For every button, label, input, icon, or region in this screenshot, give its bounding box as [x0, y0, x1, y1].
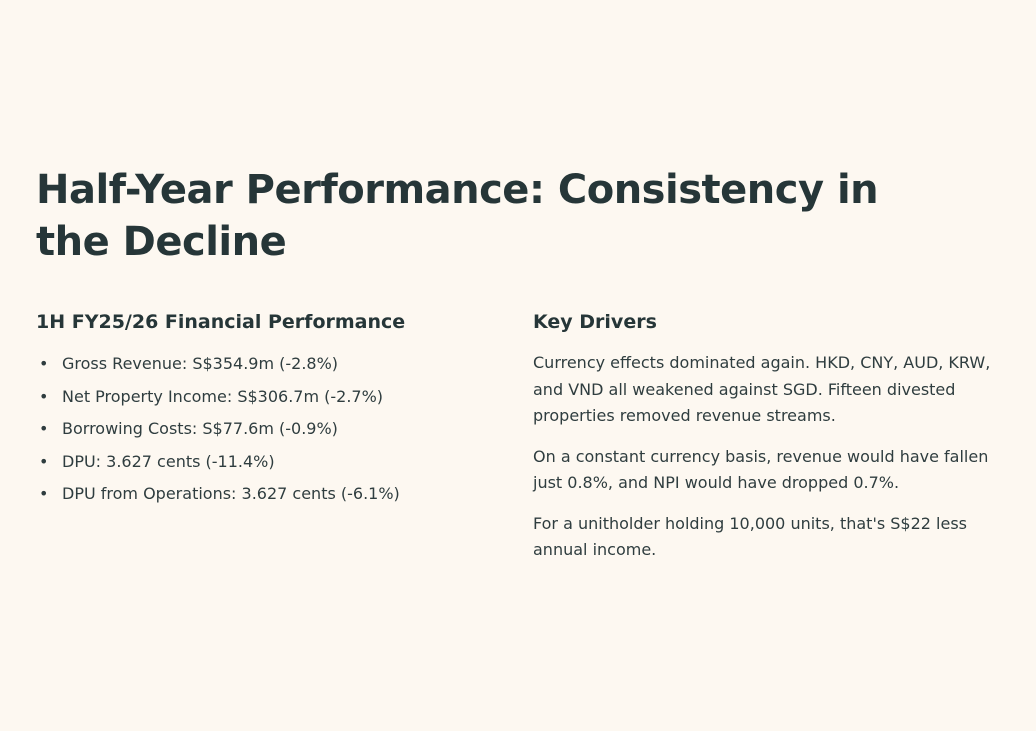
paragraph: Currency effects dominated again. HKD, C…: [533, 353, 991, 425]
list-item: • Borrowing Costs: S$77.6m (-0.9%): [36, 413, 486, 446]
bullet-icon: •: [39, 451, 49, 471]
metric-list: • Gross Revenue: S$354.9m (-2.8%) • Net Pr…: [36, 348, 486, 511]
list-item: • DPU: 3.627 cents (-11.4%): [36, 446, 486, 479]
metric-text: Gross Revenue: S$354.9m (-2.8%): [62, 354, 339, 373]
financial-performance-section: 1H FY25/26 Financial Performance • Gross …: [36, 308, 486, 511]
list-item: • Gross Revenue: S$354.9m (-2.8%): [36, 348, 486, 381]
key-drivers-heading: Key Drivers: [533, 311, 657, 333]
bullet-icon: •: [39, 484, 49, 503]
list-item: • DPU from Operations: 3.627 cents (-6.1%…: [36, 478, 486, 511]
bullet-icon: •: [39, 386, 49, 406]
metric-text: Borrowing Costs: S$77.6m (-0.9%): [62, 419, 338, 438]
metric-text: DPU from Operations: 3.627 cents (-6.1%): [62, 484, 400, 503]
metric-text: Net Property Income: S$306.7m (-2.7%): [62, 386, 384, 406]
financial-performance-heading: 1H FY25/26 Financial Performance: [36, 311, 406, 333]
slide-title: Half-Year Performance: Consistency in th…: [36, 167, 879, 265]
bullet-icon: •: [39, 354, 49, 373]
paragraph: For a unitholder holding 10,000 units, t…: [533, 513, 968, 560]
paragraph: On a constant currency basis, revenue wo…: [533, 446, 989, 493]
key-drivers-section: Key Drivers Currency effects dominated a…: [533, 308, 1008, 564]
list-item: • Net Property Income: S$306.7m (-2.7%): [36, 381, 486, 414]
metric-text: DPU: 3.627 cents (-11.4%): [62, 451, 275, 471]
bullet-icon: •: [39, 419, 49, 438]
